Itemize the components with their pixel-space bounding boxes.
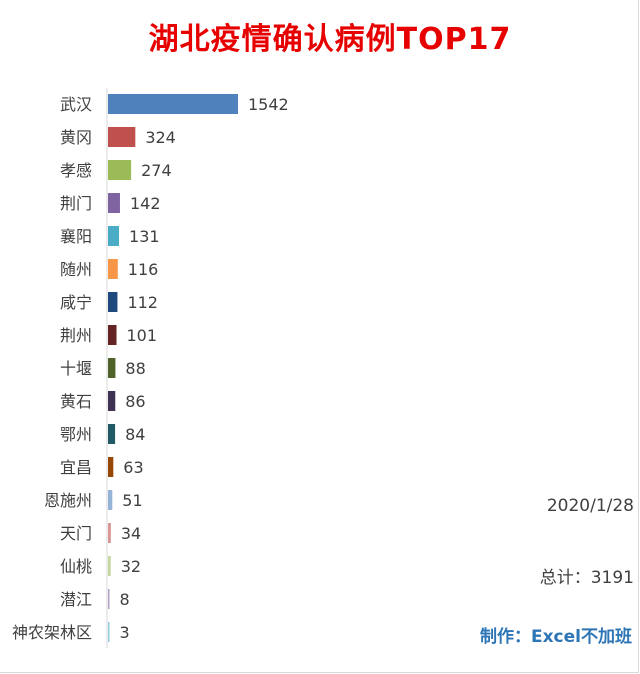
- category-label: 孝感: [60, 161, 92, 180]
- value-label: 34: [121, 524, 141, 543]
- category-label: 十堰: [60, 359, 92, 378]
- bar-16: [108, 622, 110, 642]
- category-label: 荆门: [60, 194, 92, 213]
- bar-11: [108, 457, 114, 477]
- bar-7: [108, 325, 117, 345]
- value-label: 32: [121, 557, 141, 576]
- bar-13: [108, 523, 111, 543]
- value-label: 1542: [248, 95, 289, 114]
- category-label: 仙桃: [60, 557, 92, 576]
- bar-9: [108, 391, 116, 411]
- value-label: 84: [125, 425, 145, 444]
- category-label: 宜昌: [60, 458, 92, 477]
- bar-0: [108, 94, 238, 114]
- bar-5: [108, 259, 118, 279]
- bar-6: [108, 292, 118, 312]
- value-label: 324: [145, 128, 176, 147]
- category-label: 襄阳: [60, 227, 92, 246]
- bars-group: 武汉 1542 黄冈 324 孝感 274 荆门 142 襄阳 131 随州 116 咸宁 112 荆州 10…: [12, 94, 289, 642]
- bar-15: [108, 589, 110, 609]
- total-value: 3191: [590, 568, 634, 588]
- category-label: 神农架林区: [12, 623, 92, 642]
- bar-10: [108, 424, 116, 444]
- category-label: 咸宁: [60, 293, 92, 312]
- value-label: 88: [125, 359, 145, 378]
- value-label: 131: [129, 227, 160, 246]
- bar-1: [108, 127, 136, 147]
- category-label: 黄冈: [60, 128, 92, 147]
- bar-14: [108, 556, 111, 576]
- category-label: 天门: [60, 524, 92, 543]
- category-label: 恩施州: [44, 491, 92, 510]
- category-label: 黄石: [60, 392, 92, 411]
- bar-12: [108, 490, 113, 510]
- total-row: 总计：3191: [540, 563, 634, 588]
- credit-label: 制作：Excel不加班: [479, 627, 632, 647]
- bar-3: [108, 193, 120, 213]
- bar-8: [108, 358, 116, 378]
- category-label: 鄂州: [60, 425, 92, 444]
- category-label: 潜江: [60, 590, 92, 609]
- value-label: 101: [127, 326, 158, 345]
- value-label: 142: [130, 194, 161, 213]
- value-label: 86: [125, 392, 145, 411]
- value-label: 8: [120, 590, 130, 609]
- category-label: 武汉: [60, 95, 92, 114]
- date-label: 2020/1/28: [546, 496, 634, 516]
- value-label: 63: [123, 458, 143, 477]
- bar-2: [108, 160, 132, 180]
- value-label: 51: [122, 491, 142, 510]
- value-label: 3: [120, 623, 130, 642]
- value-label: 116: [128, 260, 159, 279]
- category-label: 随州: [60, 260, 92, 279]
- total-label: 总计：: [539, 568, 591, 588]
- value-label: 112: [127, 293, 158, 312]
- value-label: 274: [141, 161, 172, 180]
- chart-title: 湖北疫情确认病例TOP17: [148, 22, 512, 57]
- category-label: 荆州: [60, 326, 92, 345]
- bar-4: [108, 226, 120, 246]
